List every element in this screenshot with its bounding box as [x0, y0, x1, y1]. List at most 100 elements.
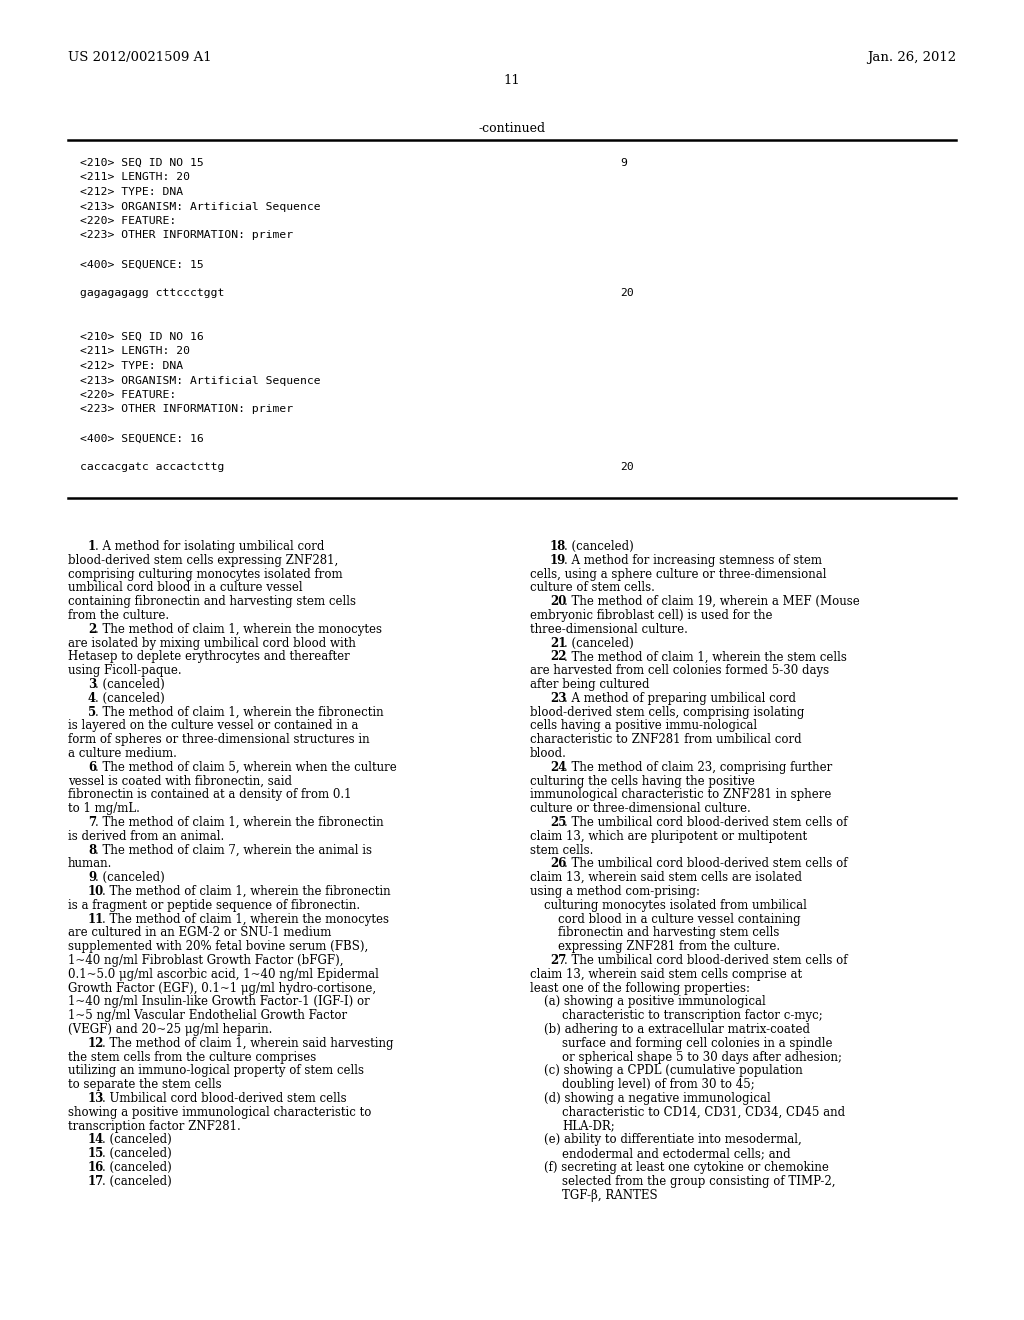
Text: . Umbilical cord blood-derived stem cells: . Umbilical cord blood-derived stem cell…: [101, 1092, 346, 1105]
Text: expressing ZNF281 from the culture.: expressing ZNF281 from the culture.: [558, 940, 780, 953]
Text: are cultured in an EGM-2 or SNU-1 medium: are cultured in an EGM-2 or SNU-1 medium: [68, 927, 332, 940]
Text: US 2012/0021509 A1: US 2012/0021509 A1: [68, 51, 212, 65]
Text: immunological characteristic to ZNF281 in sphere: immunological characteristic to ZNF281 i…: [530, 788, 831, 801]
Text: 9: 9: [620, 158, 627, 168]
Text: HLA-DR;: HLA-DR;: [562, 1119, 614, 1133]
Text: using Ficoll-paque.: using Ficoll-paque.: [68, 664, 181, 677]
Text: 7: 7: [88, 816, 96, 829]
Text: 19: 19: [550, 554, 566, 566]
Text: . The method of claim 1, wherein the fibronectin: . The method of claim 1, wherein the fib…: [101, 884, 390, 898]
Text: . The method of claim 1, wherein said harvesting: . The method of claim 1, wherein said ha…: [101, 1036, 393, 1049]
Text: <211> LENGTH: 20: <211> LENGTH: 20: [80, 173, 190, 182]
Text: cells, using a sphere culture or three-dimensional: cells, using a sphere culture or three-d…: [530, 568, 826, 581]
Text: . The umbilical cord blood-derived stem cells of: . The umbilical cord blood-derived stem …: [563, 816, 847, 829]
Text: 18: 18: [550, 540, 566, 553]
Text: . (canceled): . (canceled): [95, 692, 165, 705]
Text: are isolated by mixing umbilical cord blood with: are isolated by mixing umbilical cord bl…: [68, 636, 356, 649]
Text: 21: 21: [550, 636, 566, 649]
Text: <220> FEATURE:: <220> FEATURE:: [80, 216, 176, 226]
Text: to separate the stem cells: to separate the stem cells: [68, 1078, 221, 1092]
Text: . The method of claim 1, wherein the fibronectin: . The method of claim 1, wherein the fib…: [95, 816, 383, 829]
Text: 16: 16: [88, 1162, 104, 1173]
Text: 25: 25: [550, 816, 566, 829]
Text: using a method com-prising:: using a method com-prising:: [530, 884, 700, 898]
Text: . (canceled): . (canceled): [95, 678, 165, 690]
Text: <220> FEATURE:: <220> FEATURE:: [80, 389, 176, 400]
Text: 0.1~5.0 μg/ml ascorbic acid, 1~40 ng/ml Epidermal: 0.1~5.0 μg/ml ascorbic acid, 1~40 ng/ml …: [68, 968, 379, 981]
Text: least one of the following properties:: least one of the following properties:: [530, 982, 750, 994]
Text: <400> SEQUENCE: 15: <400> SEQUENCE: 15: [80, 260, 204, 269]
Text: Jan. 26, 2012: Jan. 26, 2012: [867, 51, 956, 65]
Text: claim 13, wherein said stem cells comprise at: claim 13, wherein said stem cells compri…: [530, 968, 802, 981]
Text: 12: 12: [88, 1036, 104, 1049]
Text: transcription factor ZNF281.: transcription factor ZNF281.: [68, 1119, 241, 1133]
Text: <213> ORGANISM: Artificial Sequence: <213> ORGANISM: Artificial Sequence: [80, 202, 321, 211]
Text: TGF-β, RANTES: TGF-β, RANTES: [562, 1188, 657, 1201]
Text: (VEGF) and 20~25 μg/ml heparin.: (VEGF) and 20~25 μg/ml heparin.: [68, 1023, 272, 1036]
Text: is a fragment or peptide sequence of fibronectin.: is a fragment or peptide sequence of fib…: [68, 899, 360, 912]
Text: . The method of claim 23, comprising further: . The method of claim 23, comprising fur…: [563, 760, 831, 774]
Text: 23: 23: [550, 692, 566, 705]
Text: . A method for increasing stemness of stem: . A method for increasing stemness of st…: [563, 554, 821, 566]
Text: culture or three-dimensional culture.: culture or three-dimensional culture.: [530, 803, 751, 816]
Text: <223> OTHER INFORMATION: primer: <223> OTHER INFORMATION: primer: [80, 231, 293, 240]
Text: blood-derived stem cells, comprising isolating: blood-derived stem cells, comprising iso…: [530, 706, 805, 718]
Text: 20: 20: [620, 462, 634, 473]
Text: 1~40 ng/ml Insulin-like Growth Factor-1 (IGF-I) or: 1~40 ng/ml Insulin-like Growth Factor-1 …: [68, 995, 370, 1008]
Text: characteristic to CD14, CD31, CD34, CD45 and: characteristic to CD14, CD31, CD34, CD45…: [562, 1106, 845, 1119]
Text: <211> LENGTH: 20: <211> LENGTH: 20: [80, 346, 190, 356]
Text: . The method of claim 1, wherein the stem cells: . The method of claim 1, wherein the ste…: [563, 651, 847, 664]
Text: <213> ORGANISM: Artificial Sequence: <213> ORGANISM: Artificial Sequence: [80, 375, 321, 385]
Text: 2: 2: [88, 623, 96, 636]
Text: . The method of claim 1, wherein the monocytes: . The method of claim 1, wherein the mon…: [101, 912, 388, 925]
Text: the stem cells from the culture comprises: the stem cells from the culture comprise…: [68, 1051, 316, 1064]
Text: . A method of preparing umbilical cord: . A method of preparing umbilical cord: [563, 692, 796, 705]
Text: (d) showing a negative immunological: (d) showing a negative immunological: [544, 1092, 771, 1105]
Text: <400> SEQUENCE: 16: <400> SEQUENCE: 16: [80, 433, 204, 444]
Text: 5: 5: [88, 706, 96, 718]
Text: blood-derived stem cells expressing ZNF281,: blood-derived stem cells expressing ZNF2…: [68, 554, 338, 566]
Text: containing fibronectin and harvesting stem cells: containing fibronectin and harvesting st…: [68, 595, 356, 609]
Text: is derived from an animal.: is derived from an animal.: [68, 830, 224, 842]
Text: 1: 1: [88, 540, 96, 553]
Text: <223> OTHER INFORMATION: primer: <223> OTHER INFORMATION: primer: [80, 404, 293, 414]
Text: endodermal and ectodermal cells; and: endodermal and ectodermal cells; and: [562, 1147, 791, 1160]
Text: (c) showing a CPDL (cumulative population: (c) showing a CPDL (cumulative populatio…: [544, 1064, 803, 1077]
Text: <212> TYPE: DNA: <212> TYPE: DNA: [80, 187, 183, 197]
Text: claim 13, wherein said stem cells are isolated: claim 13, wherein said stem cells are is…: [530, 871, 802, 884]
Text: 9: 9: [88, 871, 96, 884]
Text: from the culture.: from the culture.: [68, 609, 169, 622]
Text: 11: 11: [504, 74, 520, 87]
Text: . (canceled): . (canceled): [563, 636, 634, 649]
Text: characteristic to ZNF281 from umbilical cord: characteristic to ZNF281 from umbilical …: [530, 733, 802, 746]
Text: . The method of claim 19, wherein a MEF (Mouse: . The method of claim 19, wherein a MEF …: [563, 595, 859, 609]
Text: surface and forming cell colonies in a spindle: surface and forming cell colonies in a s…: [562, 1036, 833, 1049]
Text: characteristic to transcription factor c-myc;: characteristic to transcription factor c…: [562, 1010, 822, 1022]
Text: utilizing an immuno-logical property of stem cells: utilizing an immuno-logical property of …: [68, 1064, 364, 1077]
Text: 15: 15: [88, 1147, 104, 1160]
Text: . (canceled): . (canceled): [563, 540, 634, 553]
Text: vessel is coated with fibronectin, said: vessel is coated with fibronectin, said: [68, 775, 292, 788]
Text: selected from the group consisting of TIMP-2,: selected from the group consisting of TI…: [562, 1175, 836, 1188]
Text: <212> TYPE: DNA: <212> TYPE: DNA: [80, 360, 183, 371]
Text: <210> SEQ ID NO 16: <210> SEQ ID NO 16: [80, 333, 204, 342]
Text: doubling level) of from 30 to 45;: doubling level) of from 30 to 45;: [562, 1078, 755, 1092]
Text: . The method of claim 1, wherein the monocytes: . The method of claim 1, wherein the mon…: [95, 623, 382, 636]
Text: fibronectin and harvesting stem cells: fibronectin and harvesting stem cells: [558, 927, 779, 940]
Text: Growth Factor (EGF), 0.1~1 μg/ml hydro-cortisone,: Growth Factor (EGF), 0.1~1 μg/ml hydro-c…: [68, 982, 376, 994]
Text: 24: 24: [550, 760, 566, 774]
Text: . The method of claim 5, wherein when the culture: . The method of claim 5, wherein when th…: [95, 760, 396, 774]
Text: . (canceled): . (canceled): [101, 1147, 171, 1160]
Text: or spherical shape 5 to 30 days after adhesion;: or spherical shape 5 to 30 days after ad…: [562, 1051, 842, 1064]
Text: is layered on the culture vessel or contained in a: is layered on the culture vessel or cont…: [68, 719, 358, 733]
Text: cord blood in a culture vessel containing: cord blood in a culture vessel containin…: [558, 912, 801, 925]
Text: stem cells.: stem cells.: [530, 843, 593, 857]
Text: <210> SEQ ID NO 15: <210> SEQ ID NO 15: [80, 158, 204, 168]
Text: culturing monocytes isolated from umbilical: culturing monocytes isolated from umbili…: [544, 899, 807, 912]
Text: 10: 10: [88, 884, 104, 898]
Text: blood.: blood.: [530, 747, 567, 760]
Text: umbilical cord blood in a culture vessel: umbilical cord blood in a culture vessel: [68, 581, 303, 594]
Text: . (canceled): . (canceled): [95, 871, 165, 884]
Text: 1~5 ng/ml Vascular Endothelial Growth Factor: 1~5 ng/ml Vascular Endothelial Growth Fa…: [68, 1010, 347, 1022]
Text: cells having a positive immu-nological: cells having a positive immu-nological: [530, 719, 757, 733]
